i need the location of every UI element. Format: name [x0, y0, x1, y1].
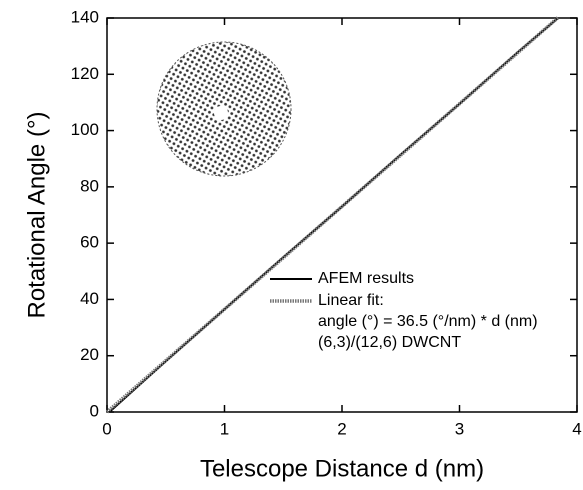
- y-axis-label: Rotational Angle (°): [23, 111, 50, 318]
- y-tick-label: 120: [71, 64, 99, 83]
- y-tick-label: 140: [71, 7, 99, 26]
- legend-label: AFEM results: [318, 270, 414, 287]
- legend-label: Linear fit:: [318, 292, 384, 309]
- x-tick-label: 3: [455, 419, 464, 438]
- x-tick-label: 2: [337, 419, 346, 438]
- x-axis-label: Telescope Distance d (nm): [200, 455, 484, 482]
- nanotube-inset: [156, 41, 292, 177]
- x-tick-label: 0: [102, 419, 111, 438]
- y-tick-label: 20: [80, 345, 99, 364]
- y-tick-label: 60: [80, 233, 99, 252]
- y-tick-label: 80: [80, 176, 99, 195]
- y-tick-label: 100: [71, 120, 99, 139]
- annotation: angle (°) = 36.5 (°/nm) * d (nm): [318, 313, 538, 330]
- y-tick-label: 0: [90, 401, 99, 420]
- x-tick-label: 1: [220, 419, 229, 438]
- x-tick-label: 4: [572, 419, 581, 438]
- y-tick-label: 40: [80, 289, 99, 308]
- annotation: (6,3)/(12,6) DWCNT: [318, 334, 461, 351]
